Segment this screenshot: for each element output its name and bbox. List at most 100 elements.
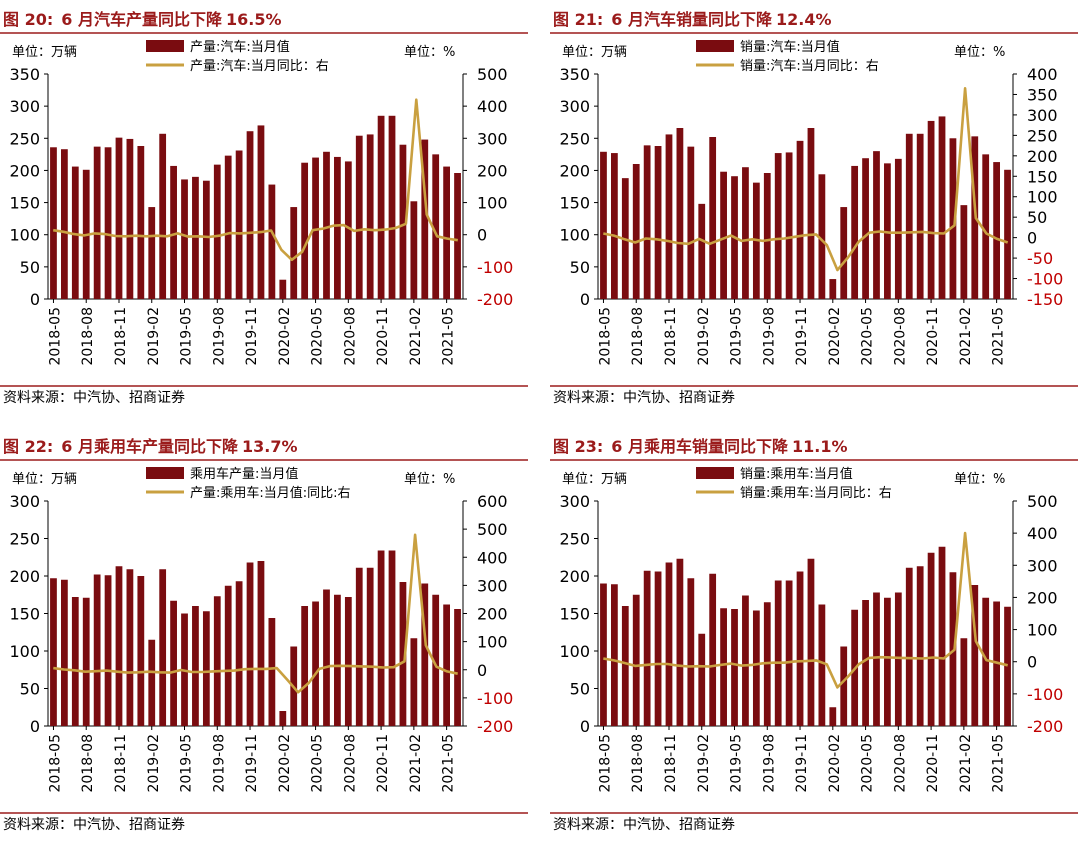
bar (949, 572, 957, 726)
y-tick-label-right: -200 (477, 717, 513, 736)
bar (279, 279, 287, 299)
bar (894, 158, 902, 299)
y-tick-label-right: 300 (1027, 106, 1058, 125)
chart-title: 图 20: 6 月汽车产量同比下降 16.5% (3, 10, 281, 29)
bar (905, 567, 913, 726)
bar (840, 646, 848, 726)
y-tick-label-left: 0 (30, 717, 40, 736)
x-tick-label: 2019-05 (729, 734, 745, 793)
bar (949, 138, 957, 299)
bar (366, 134, 374, 299)
unit-left: 单位：万辆 (562, 472, 627, 487)
x-tick-label: 2020-08 (342, 307, 358, 366)
bar (454, 173, 461, 299)
bar (698, 633, 706, 726)
x-tick-label: 2018-08 (80, 307, 96, 366)
bar (971, 585, 979, 726)
chart-title: 图 23: 6 月乘用车销量同比下降 11.1% (553, 437, 847, 456)
bar (752, 610, 760, 726)
x-tick-label: 2020-02 (277, 307, 293, 366)
bar (71, 166, 79, 299)
bar (796, 571, 804, 726)
y-tick-label-right: -150 (1027, 290, 1063, 309)
bar (742, 595, 749, 726)
bar (731, 609, 738, 726)
bar (774, 153, 782, 299)
bar (1004, 606, 1011, 726)
y-tick-label-right: 400 (477, 97, 508, 116)
bar (93, 146, 101, 299)
title-value: 12.4% (776, 10, 832, 29)
bar (388, 550, 396, 726)
y-tick-label-right: 0 (477, 226, 487, 245)
unit-left: 单位：万辆 (12, 472, 77, 487)
x-tick-label: 2019-02 (696, 307, 712, 366)
x-tick-label: 2018-05 (47, 307, 63, 366)
bar (104, 147, 112, 299)
bar (829, 279, 837, 299)
bar (334, 156, 341, 299)
bar (742, 167, 749, 299)
chart-title: 图 22: 6 月乘用车产量同比下降 13.7% (3, 437, 297, 456)
bar (785, 152, 793, 299)
y-tick-label-left: 300 (559, 97, 590, 116)
bar (665, 562, 673, 726)
legend-bar-swatch (696, 40, 734, 52)
y-tick-label-left: 300 (559, 492, 590, 511)
x-tick-label: 2019-02 (696, 734, 712, 793)
y-tick-label-left: 50 (570, 258, 590, 277)
x-tick-label: 2018-11 (113, 734, 129, 793)
y-tick-label-left: 100 (559, 226, 590, 245)
y-tick-label-left: 150 (9, 194, 40, 213)
bar (982, 154, 990, 299)
bar (720, 171, 727, 299)
bar (905, 133, 913, 299)
x-tick-label: 2018-05 (597, 307, 613, 366)
y-tick-label-right: 200 (477, 161, 508, 180)
bar (377, 550, 385, 726)
x-tick-label: 2018-05 (47, 734, 63, 793)
bar (785, 580, 793, 726)
y-tick-label-right: 200 (1027, 147, 1058, 166)
bar (938, 546, 946, 726)
bar (632, 164, 640, 299)
x-tick-label: 2018-11 (663, 734, 679, 793)
x-tick-label: 2019-08 (761, 307, 777, 366)
title-value: 11.1% (792, 437, 848, 456)
title-text: 6 月乘用车产量同比下降 (61, 437, 239, 456)
y-tick-label-right: 400 (1027, 65, 1058, 84)
y-tick-label-left: 0 (580, 290, 590, 309)
y-tick-label-right: 400 (1027, 524, 1058, 543)
bar (224, 155, 232, 299)
y-tick-label-right: 100 (1027, 188, 1058, 207)
bar (71, 597, 79, 726)
y-tick-label-left: 250 (559, 129, 590, 148)
bar (982, 597, 990, 726)
bar (126, 569, 134, 726)
bar (432, 154, 440, 299)
bar (399, 144, 407, 299)
x-tick-label: 2021-02 (408, 307, 424, 366)
unit-left: 单位：万辆 (562, 45, 627, 60)
bar (665, 134, 673, 299)
bar (851, 165, 859, 299)
title-value: 13.7% (242, 437, 298, 456)
bar (257, 561, 265, 726)
y-tick-label-left: 200 (559, 161, 590, 180)
y-tick-label-left: 50 (570, 680, 590, 699)
yoy-line (603, 87, 1009, 272)
y-tick-label-left: 300 (9, 97, 40, 116)
bar (192, 606, 199, 726)
bar (763, 173, 771, 299)
bar (862, 158, 869, 299)
x-tick-label: 2020-11 (925, 734, 941, 793)
bar (600, 583, 607, 726)
bar (148, 207, 156, 299)
bar (807, 558, 815, 726)
bar (927, 552, 935, 726)
unit-left: 单位：万辆 (12, 45, 77, 60)
legend-bar-swatch (696, 467, 734, 479)
title-text: 6 月乘用车销量同比下降 (611, 437, 789, 456)
bar (818, 604, 826, 726)
y-tick-label-left: 350 (559, 65, 590, 84)
